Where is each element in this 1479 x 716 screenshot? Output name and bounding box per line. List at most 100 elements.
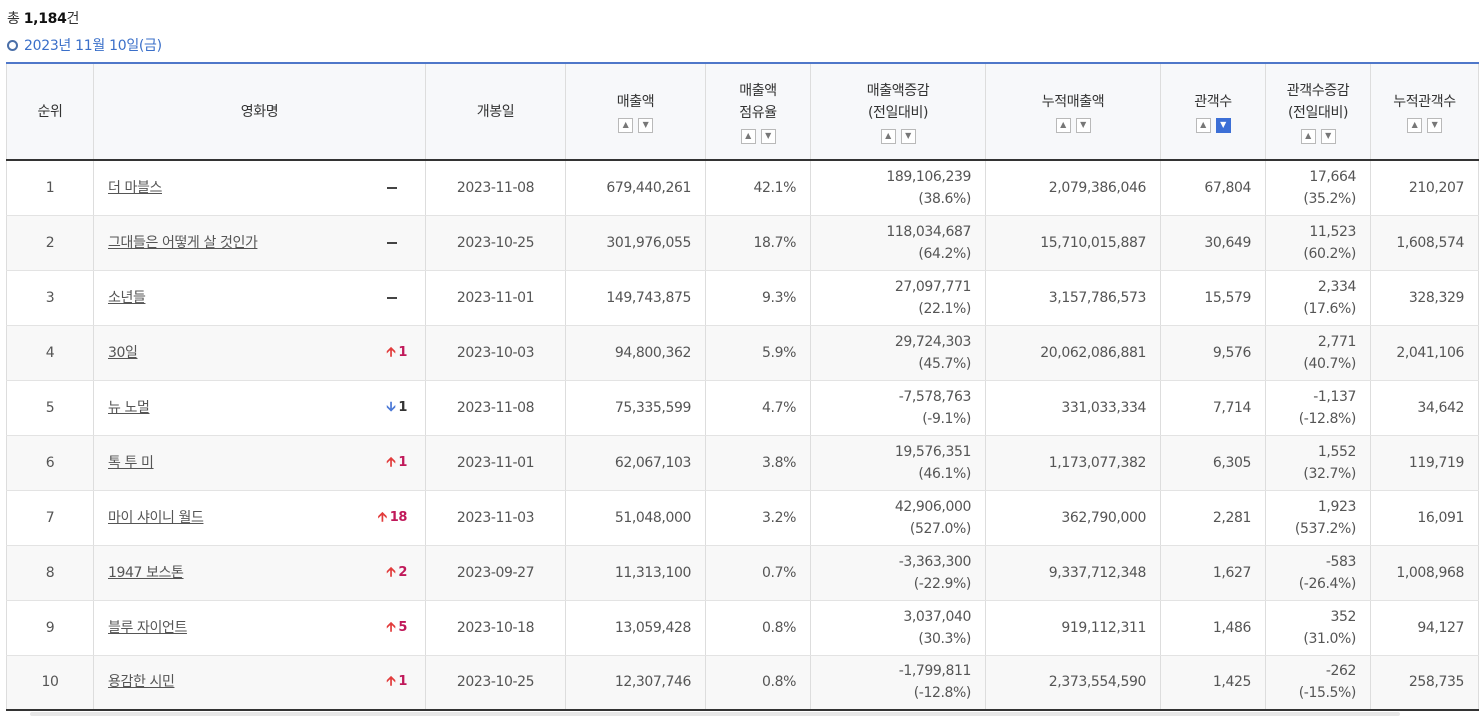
- no-change-dash-icon: [387, 241, 397, 244]
- sales-change-value: 118,034,687: [886, 223, 971, 240]
- table-row: 10 용감한 시민 🡩 1 2023-10-25 12,307,746 0.8% -1,799…: [6, 655, 1479, 711]
- total-suffix: 건: [66, 11, 80, 27]
- rank-change-value: 1: [398, 454, 407, 470]
- audience-change-value: 11,523: [1309, 223, 1356, 240]
- sales-change-percent: (64.2%): [918, 245, 971, 262]
- release-date-cell: 2023-09-27: [425, 545, 566, 601]
- cum-sales-cell: 15,710,015,887: [985, 215, 1161, 271]
- movie-title-link[interactable]: 블루 자이언트: [108, 619, 187, 636]
- sort-ascending-icon[interactable]: ▲: [740, 128, 756, 144]
- movie-title-link[interactable]: 소년들: [108, 289, 146, 306]
- title-cell: 30일 🡩 1: [93, 325, 426, 381]
- date-label: 2023년 11월 10일(금): [24, 38, 162, 54]
- audience-change-value: 352: [1330, 608, 1356, 625]
- sort-descending-icon[interactable]: ▼: [638, 117, 653, 133]
- audience-change-value: -262: [1325, 663, 1357, 680]
- header-cum-audience: 누적관객수 ▲ ▼: [1370, 62, 1479, 161]
- release-date-cell: 2023-11-01: [425, 435, 566, 491]
- movie-title-link[interactable]: 30일: [108, 344, 138, 361]
- rank-change-value: 1: [398, 344, 407, 360]
- sort-ascending-icon[interactable]: ▲: [1195, 117, 1211, 133]
- sales-change-value: -1,799,811: [898, 663, 972, 680]
- header-aud-change-label-2: (전일대비): [1287, 104, 1349, 121]
- sort-descending-icon[interactable]: ▼: [1075, 117, 1091, 133]
- movie-title-link[interactable]: 용감한 시민: [108, 674, 175, 691]
- header-audience-label: 관객수: [1194, 93, 1232, 110]
- title-cell: 뉴 노멀 🡫 1: [93, 380, 426, 436]
- sort-ascending-icon[interactable]: ▲: [618, 117, 633, 133]
- sort-descending-icon[interactable]: ▼: [1320, 128, 1336, 144]
- sales-cell: 12,307,746: [565, 655, 706, 711]
- sales-change-cell: -3,363,300 (-22.9%): [810, 545, 986, 601]
- rank-cell: 10: [6, 655, 94, 711]
- share-cell: 0.8%: [705, 655, 811, 711]
- title-cell: 더 마블스: [93, 160, 426, 216]
- sort-ascending-icon[interactable]: ▲: [1055, 117, 1071, 133]
- rank-cell: 2: [6, 215, 94, 271]
- audience-change-cell: 17,664 (35.2%): [1265, 160, 1371, 216]
- cum-audience-sort-buttons: ▲ ▼: [1371, 117, 1478, 133]
- movie-title-link[interactable]: 마이 샤이니 월드: [108, 509, 204, 526]
- release-date-cell: 2023-10-25: [425, 655, 566, 711]
- cum-sales-sort-buttons: ▲ ▼: [986, 117, 1160, 133]
- total-prefix: 총: [7, 11, 24, 27]
- title-cell: 마이 샤이니 월드 🡩 18: [93, 490, 426, 546]
- sort-descending-icon[interactable]: ▼: [1215, 117, 1231, 133]
- sales-cell: 94,800,362: [565, 325, 706, 381]
- audience-change-value: 17,664: [1309, 168, 1356, 185]
- box-office-table: 순위 영화명 개봉일 매출액 ▲ ▼ 매출액 점유율 ▲ ▼: [6, 62, 1479, 711]
- movie-title-link[interactable]: 뉴 노멀: [108, 399, 150, 416]
- table-row: 2 그대들은 어떻게 살 것인가 2023-10-25 301,976,055 18.7…: [6, 215, 1479, 271]
- cum-audience-cell: 258,735: [1370, 655, 1479, 711]
- sort-ascending-icon[interactable]: ▲: [1300, 128, 1316, 144]
- share-cell: 0.7%: [705, 545, 811, 601]
- arrow-up-icon: 🡩: [386, 344, 396, 360]
- audience-change-percent: (60.2%): [1303, 245, 1356, 262]
- audience-change-percent: (35.2%): [1303, 190, 1356, 207]
- share-cell: 18.7%: [705, 215, 811, 271]
- audience-change-cell: 2,771 (40.7%): [1265, 325, 1371, 381]
- sort-ascending-icon[interactable]: ▲: [1407, 117, 1422, 133]
- release-date-cell: 2023-10-25: [425, 215, 566, 271]
- rank-cell: 9: [6, 600, 94, 656]
- audience-change-percent: (40.7%): [1303, 355, 1356, 372]
- sort-descending-icon[interactable]: ▼: [760, 128, 776, 144]
- share-cell: 0.8%: [705, 600, 811, 656]
- movie-title-link[interactable]: 더 마블스: [108, 179, 162, 196]
- audience-change-cell: 11,523 (60.2%): [1265, 215, 1371, 271]
- total-number: 1,184: [23, 11, 67, 27]
- cum-audience-cell: 94,127: [1370, 600, 1479, 656]
- sort-ascending-icon[interactable]: ▲: [880, 128, 896, 144]
- sales-cell: 13,059,428: [565, 600, 706, 656]
- header-release: 개봉일: [425, 62, 566, 161]
- movie-title-link[interactable]: 그대들은 어떻게 살 것인가: [108, 234, 258, 251]
- release-date-cell: 2023-10-18: [425, 600, 566, 656]
- movie-title-link[interactable]: 톡 투 미: [108, 454, 154, 471]
- sales-change-cell: -7,578,763 (-9.1%): [810, 380, 986, 436]
- arrow-up-icon: 🡩: [386, 564, 396, 580]
- title-cell: 1947 보스톤 🡩 2: [93, 545, 426, 601]
- audience-cell: 6,305: [1160, 435, 1266, 491]
- rank-cell: 5: [6, 380, 94, 436]
- sales-cell: 679,440,261: [565, 160, 706, 216]
- audience-change-percent: (-15.5%): [1298, 685, 1357, 702]
- sales-change-value: 42,906,000: [894, 498, 972, 515]
- title-cell: 그대들은 어떻게 살 것인가: [93, 215, 426, 271]
- header-sales-label: 매출액: [616, 93, 655, 110]
- share-cell: 42.1%: [705, 160, 811, 216]
- horizontal-scrollbar[interactable]: [30, 712, 1400, 716]
- rank-change: 🡩 1: [386, 342, 407, 364]
- sales-change-percent: (45.7%): [918, 355, 971, 372]
- sales-change-value: -7,578,763: [898, 388, 972, 405]
- cum-sales-cell: 9,337,712,348: [985, 545, 1161, 601]
- movie-title-link[interactable]: 1947 보스톤: [108, 564, 184, 581]
- sort-descending-icon[interactable]: ▼: [1427, 117, 1442, 133]
- rank-cell: 8: [6, 545, 94, 601]
- audience-change-percent: (17.6%): [1303, 300, 1356, 317]
- cum-sales-cell: 919,112,311: [985, 600, 1161, 656]
- title-cell: 소년들: [93, 270, 426, 326]
- sales-change-value: -3,363,300: [898, 553, 972, 570]
- sales-change-cell: 3,037,040 (30.3%): [810, 600, 986, 656]
- sort-descending-icon[interactable]: ▼: [900, 128, 916, 144]
